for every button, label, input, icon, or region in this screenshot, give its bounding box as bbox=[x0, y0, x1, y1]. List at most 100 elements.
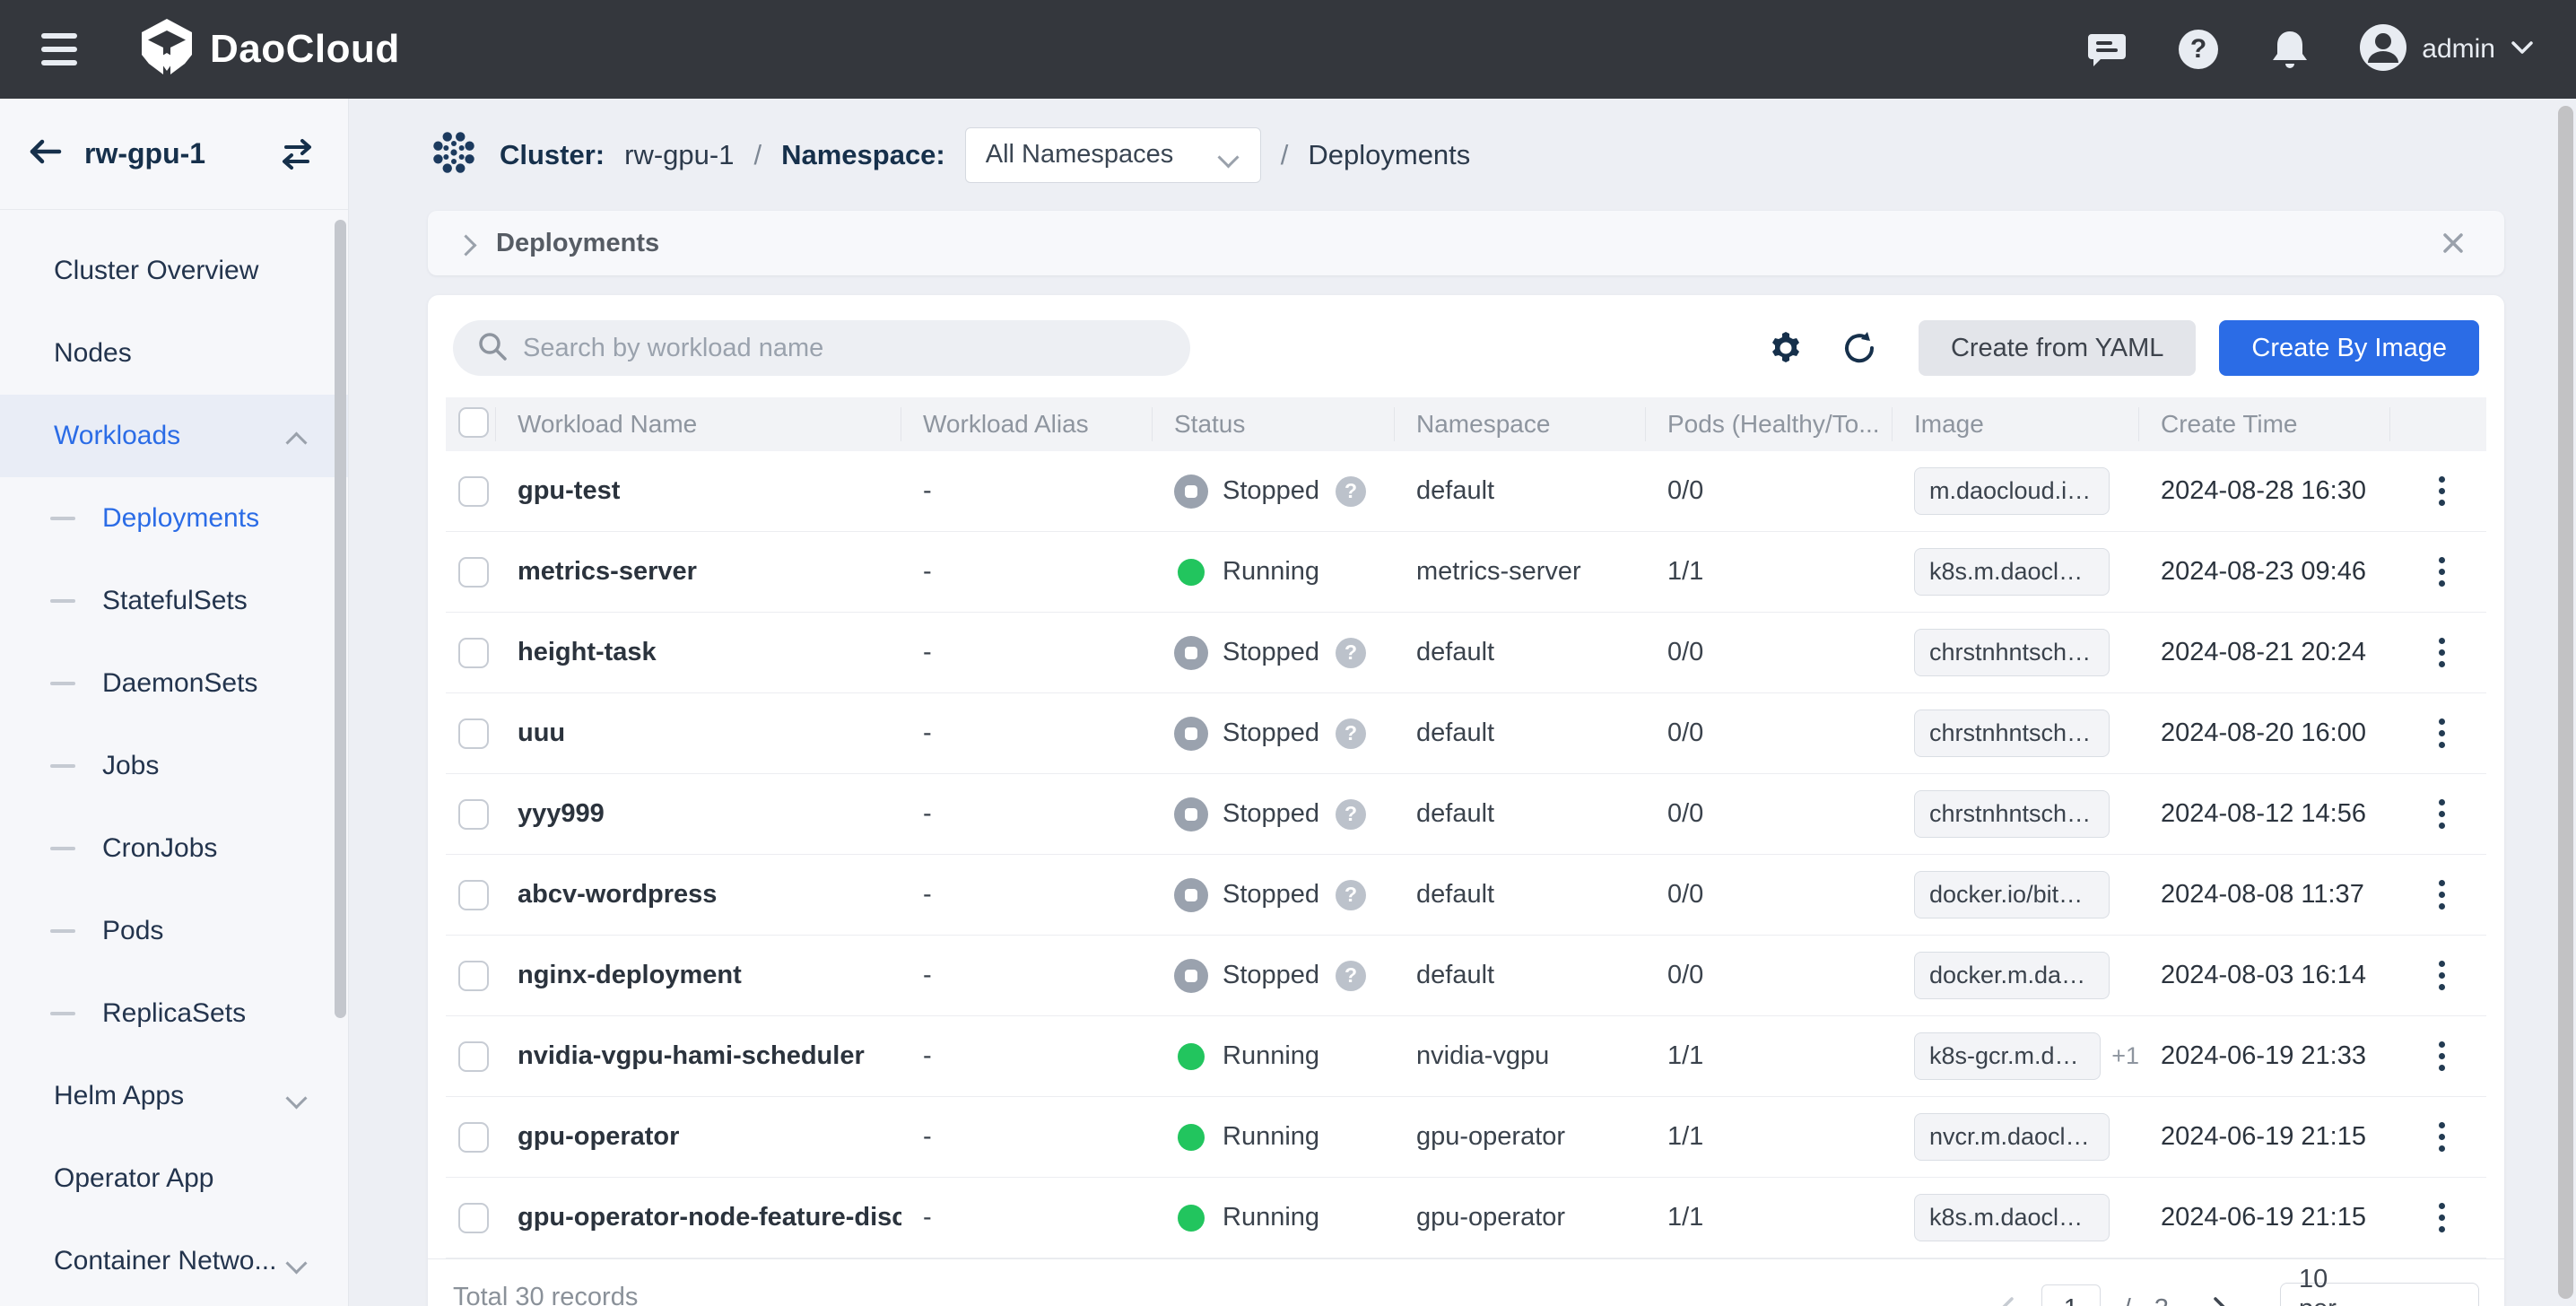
row-checkbox[interactable] bbox=[458, 718, 489, 749]
back-arrow-icon[interactable] bbox=[27, 137, 63, 170]
bell-icon[interactable] bbox=[2267, 27, 2312, 72]
row-checkbox[interactable] bbox=[458, 475, 489, 507]
namespace-select[interactable]: All Namespaces bbox=[964, 126, 1261, 183]
column-header bbox=[2390, 407, 2486, 441]
row-actions-kebab[interactable] bbox=[2433, 794, 2450, 834]
workload-name-link[interactable]: yyy999 bbox=[518, 799, 605, 828]
status-label: Stopped bbox=[1223, 880, 1320, 909]
user-menu[interactable]: admin bbox=[2359, 23, 2535, 76]
refresh-icon[interactable] bbox=[1838, 326, 1881, 370]
row-actions-kebab[interactable] bbox=[2433, 713, 2450, 753]
help-icon[interactable]: ? bbox=[2176, 27, 2221, 72]
row-checkbox[interactable] bbox=[458, 556, 489, 588]
row-actions-kebab[interactable] bbox=[2433, 875, 2450, 915]
row-actions-kebab[interactable] bbox=[2433, 1197, 2450, 1238]
page-total: 3 bbox=[2154, 1294, 2169, 1306]
sidebar-item-deployments[interactable]: Deployments bbox=[0, 477, 348, 560]
sidebar-item-operator-app[interactable]: Operator App bbox=[0, 1137, 348, 1220]
workload-name-link[interactable]: gpu-test bbox=[518, 476, 621, 505]
page-scrollbar[interactable] bbox=[2558, 106, 2573, 1299]
sidebar-scrollbar[interactable] bbox=[335, 220, 346, 1018]
main-content: Cluster: rw-gpu-1 / Namespace: All Names… bbox=[349, 99, 2576, 1306]
workload-name-link[interactable]: height-task bbox=[518, 638, 657, 666]
search-input[interactable] bbox=[523, 333, 1167, 363]
brand-logo[interactable]: DaoCloud bbox=[140, 18, 400, 81]
stopped-status-icon bbox=[1174, 877, 1208, 912]
row-checkbox-cell bbox=[446, 798, 496, 830]
namespace-cell: default bbox=[1416, 476, 1495, 505]
row-actions-kebab[interactable] bbox=[2433, 955, 2450, 996]
status-help-icon[interactable]: ? bbox=[1336, 718, 1367, 749]
status-help-icon[interactable]: ? bbox=[1336, 960, 1367, 991]
namespace-cell: gpu-operator bbox=[1416, 1122, 1566, 1151]
sidebar-item-label: Jobs bbox=[102, 751, 160, 780]
page-number-box[interactable]: 1 bbox=[2041, 1284, 2101, 1306]
deployments-tab-bar[interactable]: Deployments bbox=[428, 211, 2504, 275]
sidebar-item-cluster-overview[interactable]: Cluster Overview bbox=[0, 230, 348, 312]
search-box[interactable] bbox=[453, 320, 1190, 376]
pods-cell: 0/0 bbox=[1667, 638, 1704, 666]
row-checkbox[interactable] bbox=[458, 1202, 489, 1233]
create-by-image-button[interactable]: Create By Image bbox=[2219, 320, 2479, 376]
table-body: gpu-test - Stopped? default 0/0 m.daocloud.io… bbox=[446, 451, 2486, 1258]
select-all-checkbox[interactable] bbox=[458, 407, 489, 438]
pods-cell: 0/0 bbox=[1667, 961, 1704, 989]
switch-cluster-icon[interactable] bbox=[278, 138, 316, 170]
workload-name-link[interactable]: uuu bbox=[518, 718, 566, 747]
sidebar-item-pods[interactable]: Pods bbox=[0, 890, 348, 972]
status-help-icon[interactable]: ? bbox=[1336, 798, 1367, 830]
image-cell: chrstnhntschl/gpu... bbox=[1893, 710, 2139, 757]
row-actions-kebab[interactable] bbox=[2433, 1117, 2450, 1157]
row-checkbox[interactable] bbox=[458, 960, 489, 991]
workload-name-link[interactable]: metrics-server bbox=[518, 557, 697, 586]
settings-gear-icon[interactable] bbox=[1764, 326, 1807, 370]
create-time-cell: 2024-08-12 14:56 bbox=[2161, 799, 2366, 828]
row-checkbox[interactable] bbox=[458, 637, 489, 668]
next-page-icon[interactable] bbox=[2208, 1293, 2230, 1306]
prev-page-icon[interactable] bbox=[1997, 1293, 2018, 1306]
workload-alias-cell: - bbox=[923, 799, 932, 828]
status-help-icon[interactable]: ? bbox=[1336, 637, 1367, 668]
status-help-icon[interactable]: ? bbox=[1336, 879, 1367, 910]
message-icon[interactable] bbox=[2084, 27, 2129, 72]
sidebar-item-crds[interactable]: CRDs bbox=[0, 1302, 348, 1306]
page-separator: / bbox=[2124, 1294, 2131, 1306]
namespace-cell: default bbox=[1416, 961, 1495, 989]
status-label: Running bbox=[1223, 1122, 1320, 1151]
table-row: nginx-deployment - Stopped? default 0/0 docke… bbox=[446, 936, 2486, 1016]
sidebar-item-daemonsets[interactable]: DaemonSets bbox=[0, 642, 348, 725]
sidebar-item-replicasets[interactable]: ReplicaSets bbox=[0, 972, 348, 1055]
create-from-yaml-button[interactable]: Create from YAML bbox=[1918, 320, 2197, 376]
workload-name-link[interactable]: gpu-operator-node-feature-disco... bbox=[518, 1203, 901, 1232]
sidebar-item-container-netwo[interactable]: Container Netwo... bbox=[0, 1220, 348, 1302]
menu-icon[interactable] bbox=[41, 33, 81, 65]
row-actions-kebab[interactable] bbox=[2433, 471, 2450, 511]
row-actions-kebab[interactable] bbox=[2433, 552, 2450, 592]
sidebar-item-nodes[interactable]: Nodes bbox=[0, 312, 348, 395]
image-cell: chrstnhntschl/gpu... bbox=[1893, 629, 2139, 676]
sidebar-item-helm-apps[interactable]: Helm Apps bbox=[0, 1055, 348, 1137]
sidebar-item-jobs[interactable]: Jobs bbox=[0, 725, 348, 807]
row-checkbox[interactable] bbox=[458, 798, 489, 830]
close-icon[interactable] bbox=[2440, 230, 2467, 257]
workload-name-link[interactable]: abcv-wordpress bbox=[518, 880, 718, 909]
sidebar-item-statefulsets[interactable]: StatefulSets bbox=[0, 560, 348, 642]
image-cell: chrstnhntschl/gpu... bbox=[1893, 790, 2139, 838]
row-actions-kebab[interactable] bbox=[2433, 1036, 2450, 1076]
sidebar-item-workloads[interactable]: Workloads bbox=[0, 395, 348, 477]
row-checkbox[interactable] bbox=[458, 879, 489, 910]
status-help-icon[interactable]: ? bbox=[1336, 475, 1367, 507]
image-cell: docker.m.daoclou... bbox=[1893, 952, 2139, 999]
per-page-select[interactable]: 10 per page bbox=[2280, 1265, 2479, 1306]
workload-name-link[interactable]: nginx-deployment bbox=[518, 961, 742, 989]
sidebar-item-cronjobs[interactable]: CronJobs bbox=[0, 807, 348, 890]
row-checkbox[interactable] bbox=[458, 1040, 489, 1072]
row-actions-kebab[interactable] bbox=[2433, 632, 2450, 673]
row-checkbox[interactable] bbox=[458, 1121, 489, 1153]
breadcrumb-cluster-value[interactable]: rw-gpu-1 bbox=[624, 138, 735, 170]
status-badge: Running bbox=[1153, 1041, 1395, 1071]
chevron-down-icon bbox=[2510, 39, 2535, 61]
workload-name-link[interactable]: gpu-operator bbox=[518, 1122, 680, 1151]
per-page-value: 10 per page bbox=[2299, 1264, 2337, 1306]
workload-name-link[interactable]: nvidia-vgpu-hami-scheduler bbox=[518, 1041, 865, 1070]
